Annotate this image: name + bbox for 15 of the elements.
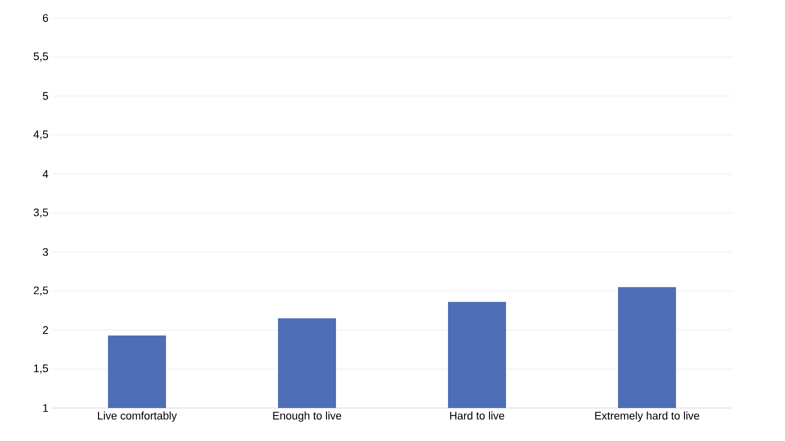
y-tick-label: 3 — [42, 248, 48, 256]
y-tick-label: 6 — [42, 14, 48, 22]
x-tick-label: Extremely hard to live — [595, 412, 700, 422]
x-tick-label: Enough to live — [273, 412, 342, 422]
x-tick-label: Live comfortably — [98, 412, 177, 422]
x-tick-label: Hard to live — [450, 412, 504, 420]
y-tick-label: 5 — [42, 92, 48, 100]
y-tick-label: 5,5 — [34, 52, 48, 62]
y-tick-label: 4,5 — [33, 130, 48, 140]
y-tick-label: 1,5 — [34, 364, 48, 374]
y-tick-label: 3,5 — [34, 208, 48, 218]
y-tick-label: 1 — [43, 404, 48, 412]
y-tick-label: 2 — [42, 326, 48, 334]
y-tick-label: 2,5 — [34, 286, 48, 296]
y-tick-label: 4 — [42, 170, 48, 178]
